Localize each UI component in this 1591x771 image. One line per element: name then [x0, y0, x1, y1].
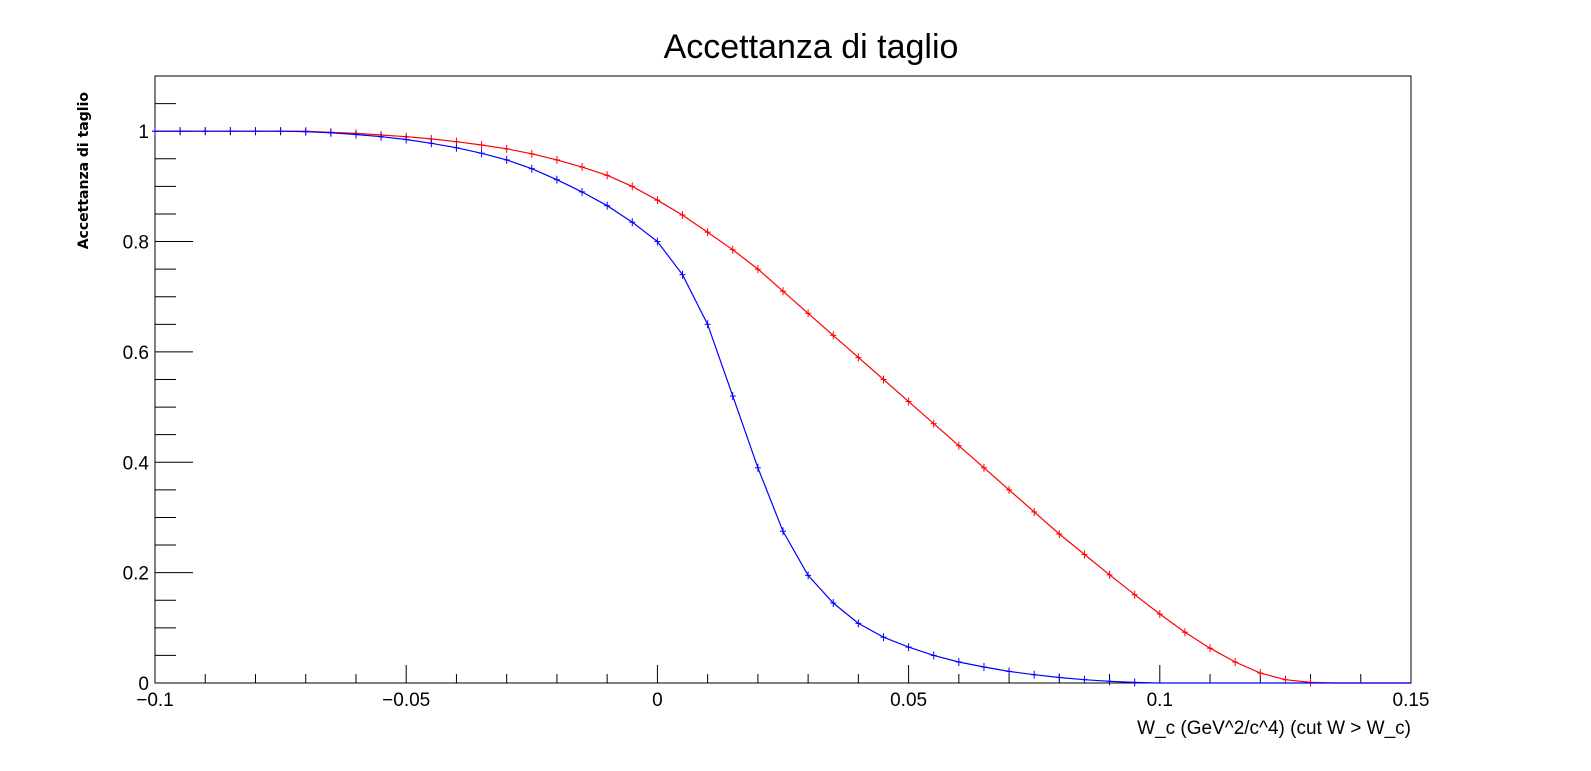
series-1-point: [1106, 570, 1113, 579]
series-2-point: [327, 128, 334, 137]
series-2-point: [780, 527, 786, 536]
series-1-point: [503, 144, 510, 153]
x-tick-label: 0: [652, 690, 663, 711]
series-2-point: [1031, 670, 1038, 679]
series-1-point: [1156, 610, 1163, 619]
series-2-point: [905, 643, 912, 652]
series-2-point: [955, 658, 962, 667]
series-2-point: [579, 187, 586, 196]
x-tick-label: 0.1: [1147, 690, 1173, 711]
series-2-point: [428, 139, 435, 148]
series-2-point: [403, 135, 410, 144]
series-2-point: [704, 320, 711, 329]
x-axis-label: W_c (GeV^2/c^4) (cut W > W_c): [1137, 718, 1411, 739]
series-2-point: [830, 598, 837, 607]
y-tick-label: 0.4: [123, 453, 150, 474]
series-1-point: [830, 331, 837, 340]
series-2-point: [1006, 667, 1013, 676]
series-2-point: [277, 127, 284, 136]
series-2-point: [980, 662, 987, 671]
series-1-point: [905, 397, 912, 406]
series-1-point: [780, 287, 786, 296]
series-1-point: [754, 265, 761, 274]
series-2-point: [553, 175, 560, 184]
x-axis: −0.1 −0.05 0 0.05 0.1 0.15: [136, 665, 1429, 711]
y-tick-label: 0.6: [123, 343, 149, 364]
series-1-line: [155, 130, 1411, 684]
series-1-point: [980, 463, 987, 472]
series-1-point: [805, 309, 812, 318]
series-1-point: [604, 171, 611, 180]
series-2-point: [503, 155, 510, 164]
series-2-point: [177, 127, 184, 136]
series-2-point: [378, 132, 385, 141]
series-1-point: [1056, 530, 1063, 539]
y-tick-label: 0.2: [123, 564, 149, 585]
series-1-point: [855, 353, 862, 362]
series-1-point: [654, 196, 661, 205]
series-1-point: [880, 375, 887, 384]
series-1-point: [528, 149, 535, 158]
series-2-point: [604, 201, 611, 210]
y-axis: 0 0.2 0.4 0.6 0.8 1: [123, 75, 193, 695]
series-2-point: [453, 143, 460, 152]
y-tick-label: 0.8: [123, 233, 149, 254]
y-tick-label: 1: [138, 122, 149, 143]
series-1-point: [704, 228, 711, 237]
series-2-point: [352, 130, 359, 139]
series-2-point: [880, 633, 887, 642]
series-2-point: [729, 392, 736, 401]
series-2-point: [227, 127, 234, 136]
x-tick-label: −0.05: [382, 690, 430, 711]
series-2-point: [152, 127, 158, 136]
series-1-point: [1006, 485, 1013, 494]
series-2-point: [754, 463, 761, 472]
series-1-point: [579, 163, 586, 172]
series-2-point: [654, 237, 661, 246]
series-1-point: [1282, 675, 1289, 684]
series-2-point: [478, 149, 485, 158]
series-2-point: [1056, 673, 1063, 682]
series-2-point: [252, 127, 259, 136]
series-1-point: [1131, 590, 1138, 599]
series-layer: [152, 127, 1411, 687]
y-axis-label: Accettanza di taglio: [76, 92, 92, 250]
series-2-line: [155, 130, 1411, 684]
x-tick-label: −0.1: [136, 690, 174, 711]
series-2-point: [629, 218, 636, 227]
series-1-point: [1031, 507, 1038, 516]
chart-title: Accettanza di taglio: [664, 28, 959, 66]
series-1-point: [478, 140, 485, 149]
series-2-point: [1131, 678, 1138, 687]
series-1-point: [1207, 644, 1214, 653]
series-1-point: [629, 182, 636, 191]
y-tick-label: 0: [138, 674, 149, 695]
series-2-point: [805, 571, 812, 580]
series-2-point: [930, 651, 937, 660]
series-1-point: [930, 419, 937, 428]
series-2-point: [679, 270, 686, 279]
series-1-point: [553, 155, 560, 164]
plot-frame: [154, 75, 1412, 684]
series-2-point: [202, 127, 209, 136]
series-2-point: [302, 127, 309, 136]
series-1-point: [1232, 658, 1239, 667]
series-2-point: [1106, 677, 1113, 686]
series-1-point: [729, 245, 736, 254]
series-1-point: [1257, 669, 1264, 678]
x-tick-label: 0.15: [1393, 690, 1430, 711]
series-1-point: [1081, 550, 1088, 559]
series-2-point: [1081, 675, 1088, 684]
x-tick-label: 0.05: [890, 690, 927, 711]
series-1-point: [1181, 628, 1188, 637]
series-1-point: [679, 211, 686, 220]
series-2-point: [855, 619, 862, 628]
series-1-point: [955, 441, 962, 450]
series-2-point: [528, 164, 535, 173]
